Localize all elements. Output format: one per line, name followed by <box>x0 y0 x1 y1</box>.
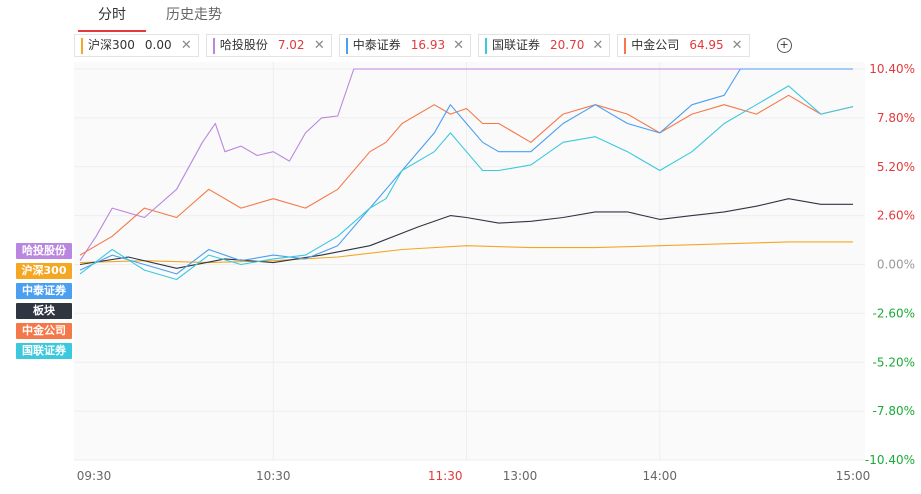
y-tick-label: 2.60% <box>877 209 915 223</box>
x-tick-label: 14:00 <box>642 469 677 483</box>
chip-value: 0.00 <box>144 38 172 52</box>
close-icon[interactable]: ✕ <box>731 38 743 53</box>
legend-tag-sector[interactable]: 板块 <box>16 303 72 319</box>
x-tick-label: 15:00 <box>836 469 871 483</box>
chip-name: 哈投股份 <box>219 38 268 52</box>
x-tick-label: 13:00 <box>503 469 538 483</box>
tab-history[interactable]: 历史走势 <box>166 7 222 23</box>
chip-name: 中泰证券 <box>352 38 401 52</box>
plot-area <box>74 62 865 460</box>
chip-name: 国联证券 <box>492 38 541 52</box>
chip-name: 中金公司 <box>631 38 680 52</box>
series-line <box>79 198 853 269</box>
chip-color-bar <box>345 37 348 54</box>
chip-value: 7.02 <box>277 38 305 52</box>
chip-color-bar <box>485 37 488 54</box>
chip-color-bar <box>212 37 215 54</box>
legend-tag-csi300[interactable]: 沪深300 <box>16 263 72 279</box>
x-tick-label: 09:30 <box>77 469 112 483</box>
legend-tag-zhongtai[interactable]: 中泰证券 <box>16 283 72 299</box>
chip-zhongtai[interactable]: 中泰证券 16.93 ✕ <box>338 34 472 57</box>
x-tick-label: 10:30 <box>256 469 291 483</box>
y-tick-label: 10.40% <box>869 62 915 76</box>
chip-csi300[interactable]: 沪深300 0.00 ✕ <box>74 34 199 57</box>
chip-color-bar <box>624 37 627 54</box>
series-line <box>79 94 854 256</box>
legend-tag-guolian[interactable]: 国联证券 <box>16 343 72 359</box>
series-line <box>79 68 853 275</box>
y-tick-label: 0.00% <box>877 258 915 272</box>
add-circle-icon[interactable]: + <box>776 38 792 53</box>
y-tick-label: -2.60% <box>873 306 915 320</box>
y-tick-label: 7.80% <box>877 111 915 125</box>
chip-name: 沪深300 <box>88 38 135 52</box>
comparison-chips: 沪深300 0.00 ✕ 哈投股份 7.02 ✕ 中泰证券 16.93 ✕ 国联… <box>74 34 792 57</box>
chip-value: 64.95 <box>689 38 724 52</box>
chip-value: 20.70 <box>550 38 585 52</box>
series-line <box>79 241 853 264</box>
series-line <box>79 68 853 262</box>
chip-color-bar <box>81 37 83 54</box>
tab-bar: 分时 历史走势 <box>78 0 242 32</box>
close-icon[interactable]: ✕ <box>313 38 325 53</box>
y-tick-label: -10.40% <box>865 453 915 467</box>
y-tick-label: -7.80% <box>873 404 915 418</box>
legend-tag-cicc[interactable]: 中金公司 <box>16 323 72 339</box>
chip-guolian[interactable]: 国联证券 20.70 ✕ <box>478 34 611 57</box>
chip-value: 16.93 <box>410 38 446 52</box>
tab-intraday[interactable]: 分时 <box>78 0 146 32</box>
y-tick-label: -5.20% <box>873 355 915 369</box>
chip-cicc[interactable]: 中金公司 64.95 ✕ <box>617 34 750 57</box>
chip-hatou[interactable]: 哈投股份 7.02 ✕ <box>205 34 332 57</box>
x-tick-label: 11:30 <box>428 469 463 483</box>
y-tick-label: 5.20% <box>877 160 915 174</box>
close-icon[interactable]: ✕ <box>453 38 465 53</box>
series-line <box>79 85 854 281</box>
close-icon[interactable]: ✕ <box>592 38 604 53</box>
close-icon[interactable]: ✕ <box>180 38 192 53</box>
legend-tag-hatou[interactable]: 哈投股份 <box>16 243 72 259</box>
